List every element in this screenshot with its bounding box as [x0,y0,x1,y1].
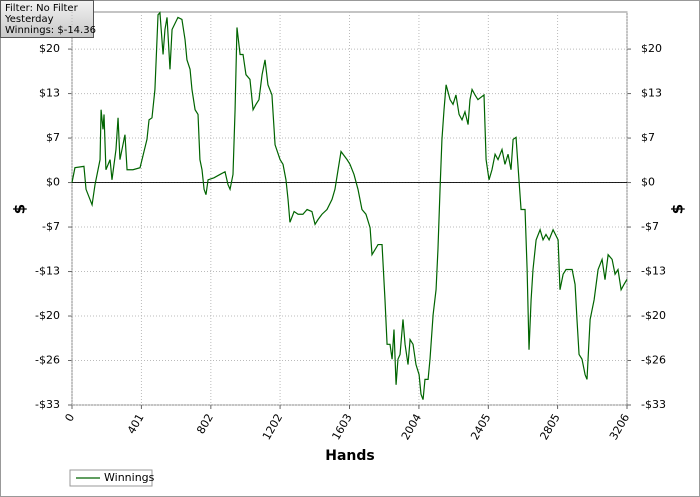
y-tick-label: -$33 [35,398,60,411]
y-tick-label: -$13 [35,265,60,278]
y2-tick-label: -$13 [641,265,666,278]
y-tick-label: $13 [39,87,60,100]
x-axis-label: Hands [325,448,375,464]
y2-axis-label: $ [669,204,687,214]
info-line: Yesterday [4,14,54,25]
legend [69,469,153,487]
y-tick-label: $7 [46,131,60,144]
info-box [0,0,94,38]
y-tick-label: $20 [39,42,60,55]
y2-tick-label: -$20 [641,309,666,322]
y2-tick-label: $13 [641,87,662,100]
y-axis-label: $ [11,204,29,214]
y2-tick-label: $20 [641,42,662,55]
info-line: Winnings: $-14.36 [5,25,96,36]
y2-tick-label: $0 [641,176,655,189]
y-tick-label: $0 [46,176,60,189]
y-tick-label: -$20 [35,309,60,322]
y2-tick-label: -$26 [641,354,666,367]
line [71,11,628,400]
y2-tick-label: -$7 [641,220,659,233]
y2-tick-label: $7 [641,131,655,144]
y-tick-label: -$26 [35,354,60,367]
y2-tick-label: -$33 [641,398,666,411]
info-line: Filter: No Filter [5,3,79,14]
legend-label: Winnings [104,471,155,484]
y-tick-label: -$7 [42,220,60,233]
